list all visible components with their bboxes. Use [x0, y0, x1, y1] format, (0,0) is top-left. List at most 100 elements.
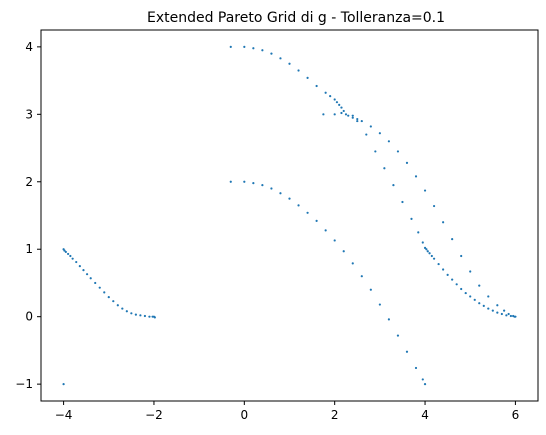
data-point	[134, 313, 137, 316]
data-point	[148, 315, 151, 318]
data-point	[340, 106, 343, 109]
data-point	[387, 318, 390, 321]
data-point	[414, 175, 418, 178]
data-point	[451, 238, 454, 241]
data-point	[487, 307, 490, 310]
data-point	[487, 295, 490, 298]
x-tick-label: 4	[421, 408, 429, 422]
data-point	[153, 316, 156, 319]
x-tick-label: 6	[512, 408, 520, 422]
data-point	[75, 260, 78, 264]
data-point	[460, 287, 463, 291]
data-point	[356, 119, 359, 123]
data-point	[505, 314, 508, 317]
data-point	[333, 113, 336, 116]
data-point	[396, 150, 400, 153]
data-point	[78, 264, 81, 268]
data-point	[116, 304, 119, 307]
data-point	[94, 281, 97, 285]
data-point	[103, 291, 106, 294]
plot-frame	[40, 29, 539, 402]
data-point	[297, 204, 300, 207]
data-point	[426, 250, 429, 253]
data-point	[143, 314, 147, 318]
data-point	[396, 334, 400, 337]
data-point	[442, 221, 445, 224]
data-point	[423, 189, 427, 192]
data-point	[455, 283, 458, 286]
data-point	[333, 239, 336, 242]
data-point	[229, 45, 232, 48]
data-point	[478, 302, 481, 305]
data-point	[252, 182, 255, 185]
data-point	[478, 284, 481, 287]
data-point	[67, 252, 70, 256]
data-point	[288, 62, 291, 65]
data-point	[69, 254, 72, 258]
data-point	[324, 229, 327, 232]
data-point	[107, 296, 110, 299]
data-point	[423, 246, 427, 249]
data-point	[513, 315, 516, 318]
data-point	[63, 249, 66, 252]
data-point	[297, 69, 300, 72]
data-point	[469, 295, 472, 298]
data-point	[322, 113, 325, 116]
y-tick-label: 1	[25, 242, 33, 256]
data-point	[338, 103, 341, 106]
data-point	[342, 250, 345, 253]
data-point	[270, 187, 273, 190]
data-point	[279, 57, 282, 60]
y-tick-label: 4	[25, 40, 33, 54]
y-tick-label: 2	[25, 175, 33, 189]
data-point	[315, 84, 318, 88]
data-point	[340, 111, 343, 115]
data-point	[139, 314, 142, 317]
data-point	[383, 167, 386, 170]
data-point	[82, 269, 85, 272]
data-point	[130, 312, 133, 315]
data-point	[482, 304, 485, 307]
data-point	[351, 116, 354, 119]
data-point	[344, 113, 348, 116]
data-point	[405, 350, 409, 353]
data-point	[369, 125, 372, 128]
data-point	[405, 161, 409, 164]
data-point	[421, 378, 424, 381]
chart-title: Extended Pareto Grid di g - Tolleranza=0…	[147, 10, 445, 26]
data-point	[261, 184, 264, 187]
x-tick-label: −4	[55, 408, 73, 422]
data-point	[288, 197, 291, 200]
data-point	[437, 262, 440, 266]
x-tick-label: 2	[331, 408, 339, 422]
data-point	[64, 250, 67, 254]
y-axis: −1 0 1 2 3 4	[15, 40, 41, 391]
data-point	[261, 49, 264, 52]
data-point	[315, 219, 318, 222]
data-point	[496, 304, 499, 307]
data-point	[335, 101, 339, 104]
data-point	[496, 311, 499, 314]
data-point	[356, 117, 359, 121]
data-point	[378, 303, 381, 306]
data-point	[243, 45, 246, 48]
data-point	[451, 278, 454, 281]
data-point	[423, 383, 427, 386]
data-point	[279, 192, 282, 195]
y-tick-label: 3	[25, 107, 33, 121]
data-point	[306, 76, 309, 79]
data-point	[121, 307, 124, 310]
data-point	[85, 273, 89, 276]
data-point	[464, 291, 467, 295]
data-point	[414, 366, 418, 370]
data-point	[270, 52, 273, 55]
data-point	[360, 119, 363, 123]
data-point	[324, 91, 327, 94]
data-point	[432, 257, 436, 260]
x-axis: −4 −2 0 2 4 6	[55, 401, 519, 422]
data-point	[125, 310, 128, 313]
x-tick-label: 0	[240, 408, 248, 422]
data-point	[329, 95, 332, 98]
data-point	[421, 241, 424, 244]
